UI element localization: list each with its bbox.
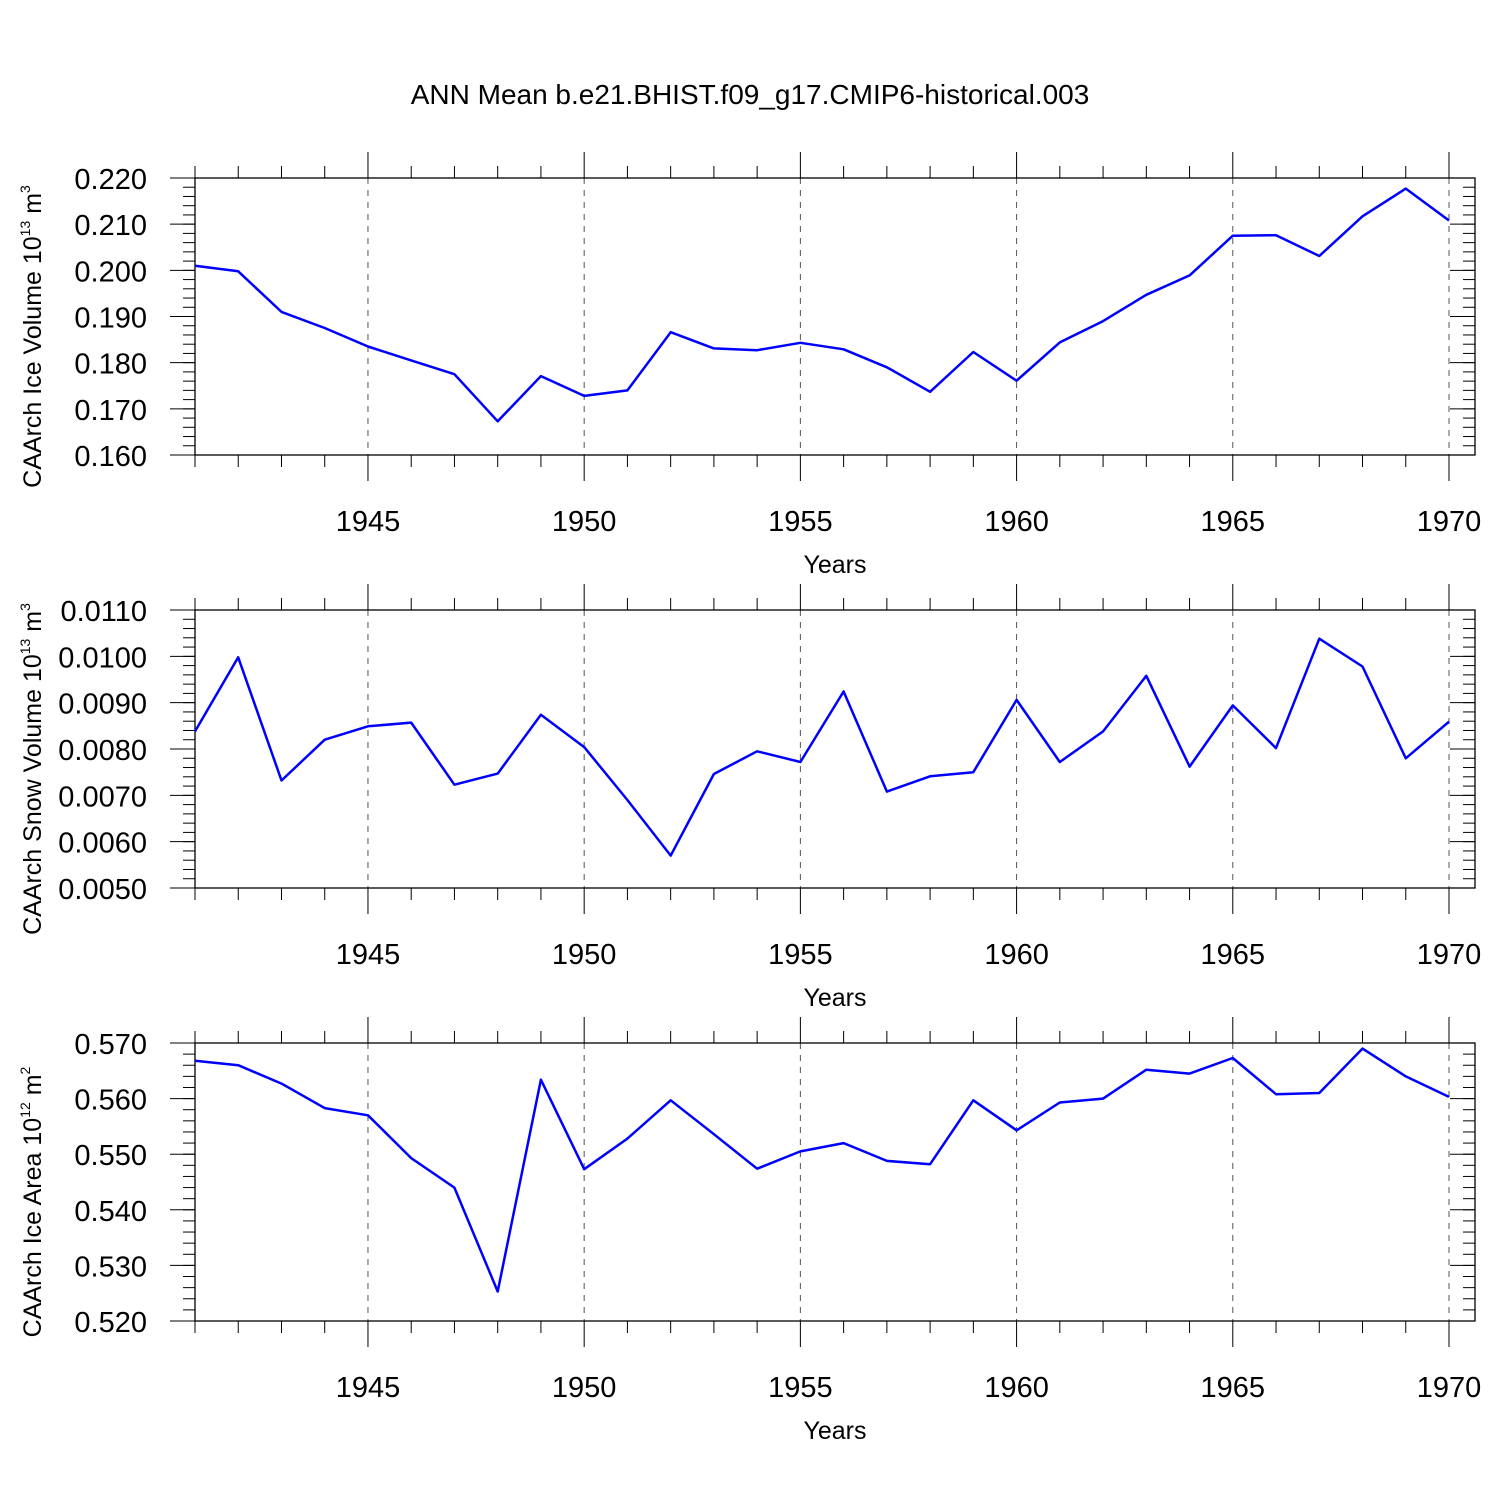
y-axis-label-exponent: 13 [17,638,33,654]
xtick-label: 1945 [336,939,401,971]
xtick-label: 1955 [768,506,833,538]
ytick-label: 0.0110 [60,596,147,628]
chart-title: ANN Mean b.e21.BHIST.f09_g17.CMIP6-histo… [411,79,1090,110]
ytick-label: 0.570 [74,1029,147,1061]
ytick-label: 0.0080 [58,735,147,767]
ytick-label: 0.560 [74,1085,147,1117]
ytick-label: 0.160 [74,441,147,473]
panels: 0.160 0.170 0.180 0.190 0.200 0.210 0.220 1945 1… [17,152,1481,1445]
y-axis-label-unit-exponent: 2 [17,1066,33,1074]
y-axis-label: CAArch Ice Volume 1013 m3 [17,185,47,488]
ytick-label: 0.200 [74,256,147,288]
ytick-label: 0.540 [74,1196,147,1228]
xtick-label: 1960 [984,939,1049,971]
y-axis-label-unit: m [19,1074,47,1102]
ytick-label: 0.0100 [58,642,147,674]
y-axis-label-unit: m [19,193,47,221]
xtick-label: 1965 [1201,1372,1266,1404]
panel-ice-area: 0.520 0.530 0.540 0.550 0.560 0.570 1945 1950 19… [17,1017,1481,1445]
ytick-label: 0.190 [74,303,147,335]
y-axis-label: CAArch Ice Area 1012 m2 [17,1066,47,1337]
series-line-ice-area [194,1047,1450,1293]
x-axis-label: Years [803,984,866,1012]
ytick-label: 0.0090 [58,689,147,721]
xtick-label: 1945 [336,506,401,538]
y-axis-label-text: CAArch Snow Volume 10 [19,654,47,935]
panel-snow-volume: 0.0050 0.0060 0.0070 0.0080 0.0090 0.0100 0.01… [17,584,1481,1012]
xtick-label: 1970 [1417,506,1482,538]
y-axis-label-exponent: 13 [17,221,33,237]
plot-frame [194,609,1476,889]
ytick-label: 0.210 [74,210,147,242]
xtick-label: 1970 [1417,939,1482,971]
ytick-label: 0.0060 [58,828,147,860]
ytick-label: 0.220 [74,164,147,196]
ytick-label: 0.180 [74,349,147,381]
xtick-label: 1970 [1417,1372,1482,1404]
panel-ice-volume: 0.160 0.170 0.180 0.190 0.200 0.210 0.220 1945 1… [17,152,1481,579]
y-axis-label-text: CAArch Ice Area 10 [19,1118,47,1338]
xtick-label: 1955 [768,939,833,971]
ytick-label: 0.550 [74,1140,147,1172]
x-axis-label: Years [803,551,866,579]
xtick-label: 1960 [984,1372,1049,1404]
xtick-label: 1950 [552,939,617,971]
plot-frame [194,177,1476,456]
y-axis-label-unit-exponent: 3 [17,185,33,193]
xtick-label: 1965 [1201,939,1266,971]
x-axis-label: Years [803,1417,866,1445]
ytick-label: 0.0050 [58,874,147,906]
y-axis-label-text: CAArch Ice Volume 10 [19,236,47,488]
xtick-label: 1945 [336,1372,401,1404]
y-axis-label-unit: m [19,611,47,639]
y-axis-label: CAArch Snow Volume 1013 m3 [17,603,47,935]
ytick-label: 0.520 [74,1307,147,1339]
series-line-snow-volume [193,637,1450,857]
ytick-label: 0.0070 [58,781,147,813]
xtick-label: 1950 [552,506,617,538]
xtick-label: 1965 [1201,506,1266,538]
xtick-label: 1950 [552,1372,617,1404]
plot-frame [194,1042,1476,1322]
ytick-label: 0.530 [74,1251,147,1283]
ytick-label: 0.170 [74,395,147,427]
xtick-label: 1955 [768,1372,833,1404]
xtick-label: 1960 [984,506,1049,538]
series-line-ice-volume [194,187,1450,423]
y-axis-label-exponent: 12 [17,1102,33,1118]
y-axis-label-unit-exponent: 3 [17,603,33,611]
